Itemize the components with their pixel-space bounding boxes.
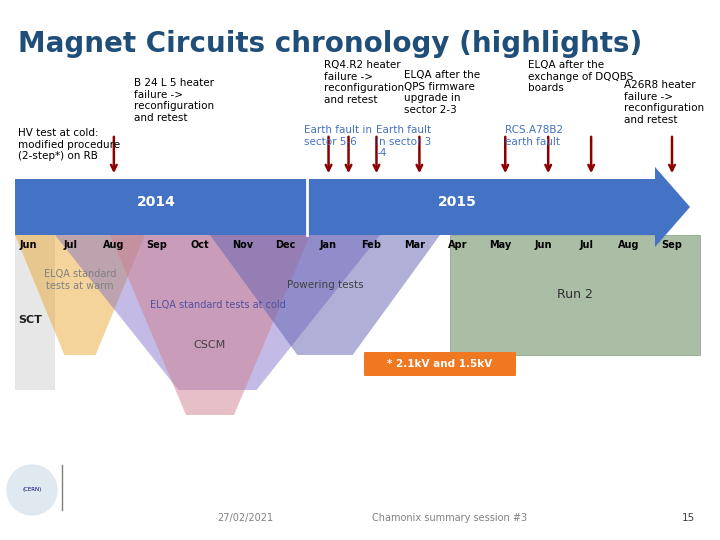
- Text: Jul: Jul: [579, 240, 593, 250]
- Text: ELQA after the
exchange of DQQBS
boards: ELQA after the exchange of DQQBS boards: [528, 60, 634, 93]
- Text: May: May: [489, 240, 511, 250]
- Text: (CERN): (CERN): [22, 488, 42, 492]
- Polygon shape: [210, 235, 440, 355]
- Text: 15: 15: [682, 513, 695, 523]
- Text: Chamonix summary session #3: Chamonix summary session #3: [372, 513, 528, 523]
- Polygon shape: [15, 235, 55, 390]
- Text: RCS.A78B2
earth fault: RCS.A78B2 earth fault: [505, 125, 563, 146]
- Text: 27/02/2021: 27/02/2021: [217, 513, 273, 523]
- Text: ELQA standard tests at cold: ELQA standard tests at cold: [150, 300, 286, 310]
- Text: ELQA after the
QPS firmware
upgrade in
sector 2-3: ELQA after the QPS firmware upgrade in s…: [405, 70, 480, 115]
- Text: Jun: Jun: [19, 240, 37, 250]
- Text: Jan: Jan: [320, 240, 337, 250]
- Text: Jun: Jun: [534, 240, 552, 250]
- Text: Earth fault
in sector 3
-4: Earth fault in sector 3 -4: [377, 125, 432, 158]
- Polygon shape: [15, 167, 690, 247]
- Text: HV test at cold:
modified procedure
(2-step*) on RB: HV test at cold: modified procedure (2-s…: [18, 128, 120, 161]
- Polygon shape: [450, 235, 700, 355]
- Polygon shape: [55, 235, 380, 390]
- Text: Sep: Sep: [662, 240, 683, 250]
- Text: Run 2: Run 2: [557, 288, 593, 301]
- Text: Oct: Oct: [190, 240, 209, 250]
- Text: Powering tests: Powering tests: [287, 280, 364, 290]
- Text: Dec: Dec: [276, 240, 296, 250]
- Polygon shape: [110, 235, 310, 415]
- Text: A26R8 heater
failure ->
reconfiguration
and retest: A26R8 heater failure -> reconfiguration …: [624, 80, 704, 125]
- Text: 2014: 2014: [138, 195, 176, 209]
- Text: 2015: 2015: [438, 195, 477, 209]
- Text: Mar: Mar: [404, 240, 425, 250]
- Text: Aug: Aug: [618, 240, 640, 250]
- Text: ELQA standard
tests at warm: ELQA standard tests at warm: [44, 269, 116, 291]
- Text: * 2.1kV and 1.5kV: * 2.1kV and 1.5kV: [387, 359, 492, 369]
- Text: Jul: Jul: [64, 240, 78, 250]
- Polygon shape: [15, 235, 145, 355]
- Text: B 24 L 5 heater
failure ->
reconfiguration
and retest: B 24 L 5 heater failure -> reconfigurati…: [134, 78, 214, 123]
- Text: SCT: SCT: [18, 315, 42, 325]
- Text: Earth fault in
sector 5-6: Earth fault in sector 5-6: [304, 125, 372, 146]
- Text: Sep: Sep: [146, 240, 167, 250]
- Text: Aug: Aug: [103, 240, 125, 250]
- Text: Apr: Apr: [448, 240, 467, 250]
- FancyBboxPatch shape: [364, 352, 516, 376]
- Text: CSCM: CSCM: [194, 340, 226, 350]
- Text: Nov: Nov: [232, 240, 253, 250]
- Circle shape: [7, 465, 57, 515]
- Text: Magnet Circuits chronology (highlights): Magnet Circuits chronology (highlights): [18, 30, 642, 58]
- Text: RQ4.R2 heater
failure ->
reconfiguration
and retest: RQ4.R2 heater failure -> reconfiguration…: [323, 60, 404, 105]
- Text: Feb: Feb: [361, 240, 382, 250]
